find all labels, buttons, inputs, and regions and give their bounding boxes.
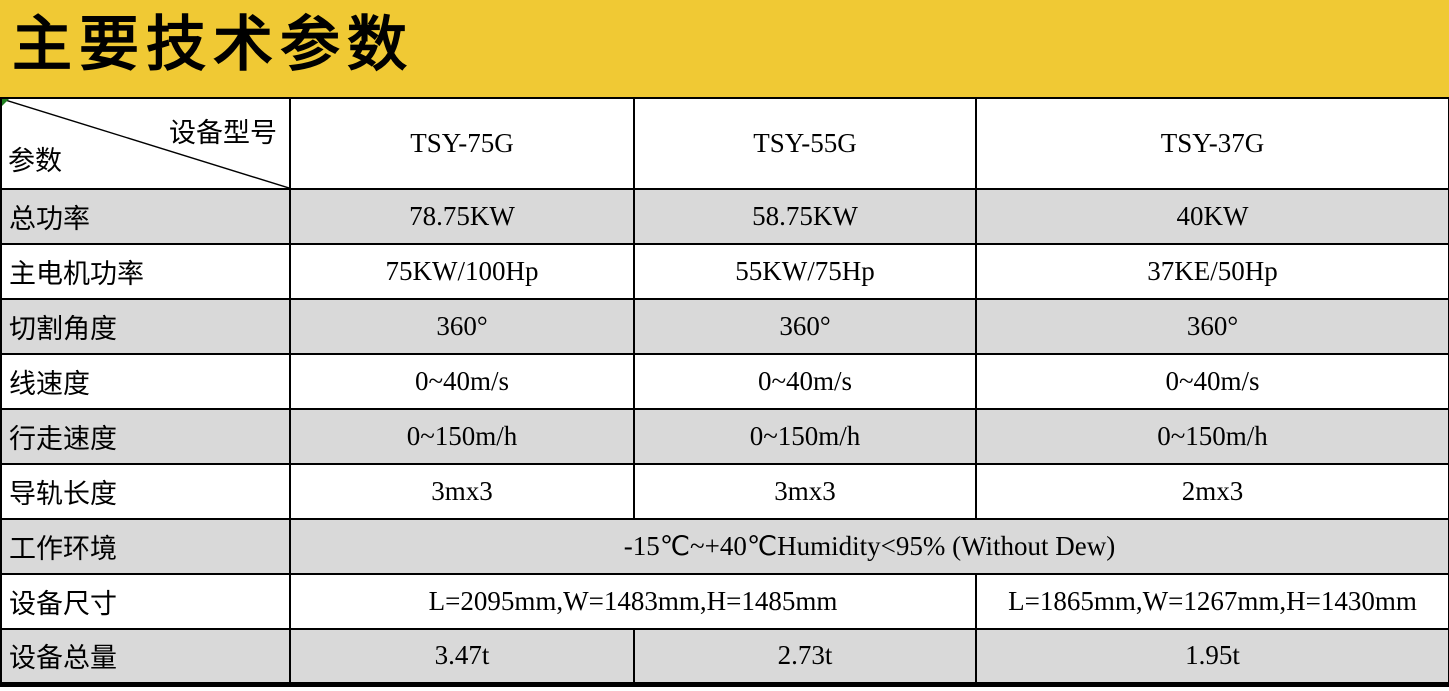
corner-parameter-label: 参数 (8, 146, 62, 176)
param-label: 线速度 (0, 353, 291, 410)
corner-model-label: 设备型号 (169, 118, 277, 148)
table-row-main-motor-power: 主电机功率 75KW/100Hp 55KW/75Hp 37KE/50Hp (0, 243, 1449, 300)
model-header-tsy37g: TSY-37G (975, 97, 1449, 190)
value-cell: 3mx3 (289, 463, 635, 520)
param-label: 总功率 (0, 188, 291, 245)
value-cell: 1.95t (975, 628, 1449, 685)
table-row-rail-length: 导轨长度 3mx3 3mx3 2mx3 (0, 463, 1449, 520)
table-row-cutting-angle: 切割角度 360° 360° 360° (0, 298, 1449, 355)
value-cell-merged: L=2095mm,W=1483mm,H=1485mm (289, 573, 977, 630)
value-cell: 0~40m/s (633, 353, 977, 410)
header-row: 设备型号 参数 TSY-75G TSY-55G TSY-37G (0, 97, 1449, 190)
table-row-line-speed: 线速度 0~40m/s 0~40m/s 0~40m/s (0, 353, 1449, 410)
value-cell: 40KW (975, 188, 1449, 245)
param-label: 行走速度 (0, 408, 291, 465)
value-cell: 58.75KW (633, 188, 977, 245)
value-cell: 0~40m/s (975, 353, 1449, 410)
diagonal-divider-line (2, 99, 289, 188)
value-cell: L=1865mm,W=1267mm,H=1430mm (975, 573, 1449, 630)
value-cell: 3mx3 (633, 463, 977, 520)
value-cell: 3.47t (289, 628, 635, 685)
value-cell: 0~150m/h (289, 408, 635, 465)
param-label: 切割角度 (0, 298, 291, 355)
table-row-total-power: 总功率 78.75KW 58.75KW 40KW (0, 188, 1449, 245)
page-title: 主要技术参数 (12, 11, 414, 78)
value-cell-merged: -15℃~+40℃Humidity<95% (Without Dew) (289, 518, 1449, 575)
value-cell: 37KE/50Hp (975, 243, 1449, 300)
corner-header-cell: 设备型号 参数 (0, 97, 291, 190)
param-label: 主电机功率 (0, 243, 291, 300)
cell-corner-marker-icon (3, 100, 9, 106)
value-cell: 360° (975, 298, 1449, 355)
model-header-tsy55g: TSY-55G (633, 97, 977, 190)
title-banner: 主要技术参数 (0, 0, 1449, 97)
table-row-equipment-dimensions: 设备尺寸 L=2095mm,W=1483mm,H=1485mm L=1865mm… (0, 573, 1449, 630)
value-cell: 2mx3 (975, 463, 1449, 520)
value-cell: 0~40m/s (289, 353, 635, 410)
param-label: 设备尺寸 (0, 573, 291, 630)
param-label: 导轨长度 (0, 463, 291, 520)
value-cell: 0~150m/h (633, 408, 977, 465)
table-row-equipment-weight: 设备总量 3.47t 2.73t 1.95t (0, 628, 1449, 685)
param-label: 设备总量 (0, 628, 291, 685)
param-label: 工作环境 (0, 518, 291, 575)
value-cell: 55KW/75Hp (633, 243, 977, 300)
value-cell: 0~150m/h (975, 408, 1449, 465)
model-header-tsy75g: TSY-75G (289, 97, 635, 190)
value-cell: 75KW/100Hp (289, 243, 635, 300)
value-cell: 360° (289, 298, 635, 355)
value-cell: 78.75KW (289, 188, 635, 245)
table-row-working-environment: 工作环境 -15℃~+40℃Humidity<95% (Without Dew) (0, 518, 1449, 575)
table-row-travel-speed: 行走速度 0~150m/h 0~150m/h 0~150m/h (0, 408, 1449, 465)
spec-table: 设备型号 参数 TSY-75G TSY-55G TSY-37G 总功率 78.7… (0, 97, 1449, 687)
value-cell: 2.73t (633, 628, 977, 685)
value-cell: 360° (633, 298, 977, 355)
